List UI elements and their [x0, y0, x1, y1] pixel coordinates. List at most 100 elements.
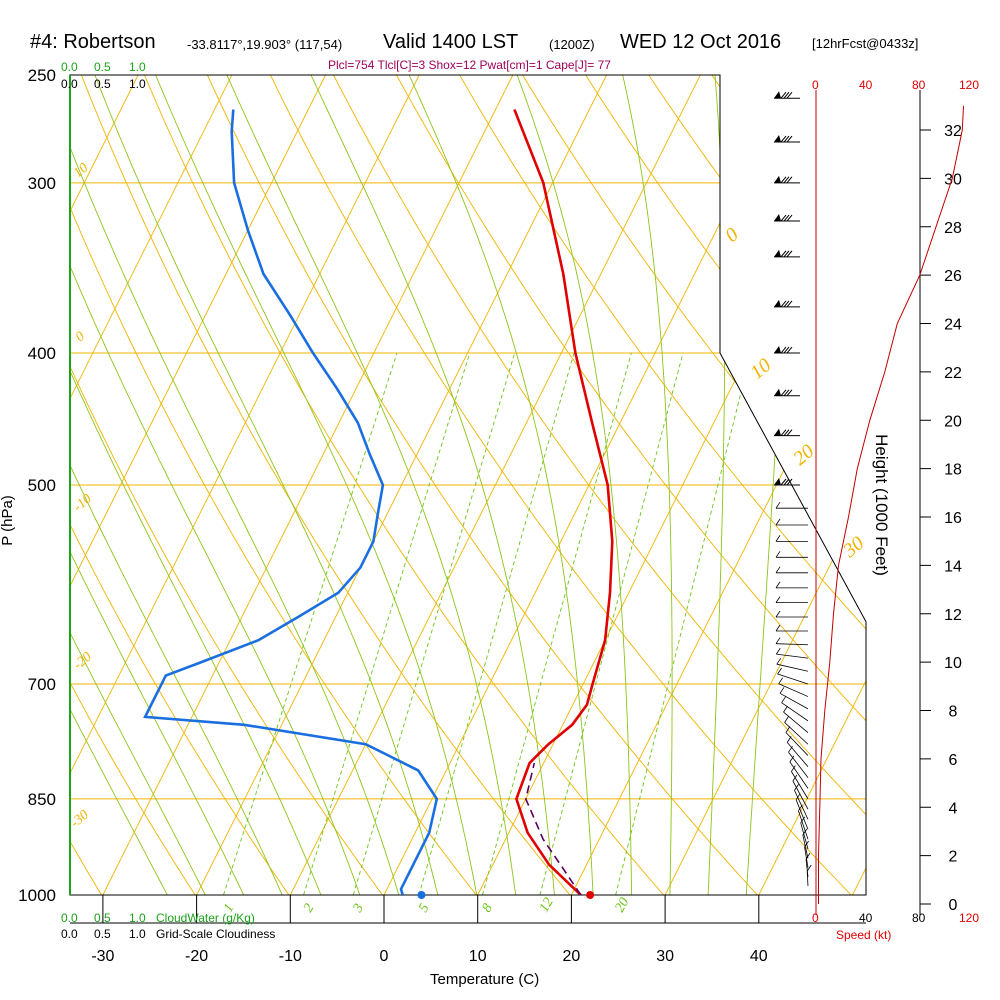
wind-barb-595 [775, 581, 809, 589]
height-axis-title: Height (1000 Feet) [871, 434, 891, 576]
temperature-profile [513, 109, 614, 895]
dry-adiabat-333 [320, 75, 866, 895]
dry-adiabat-263 [70, 75, 310, 895]
mixing-ratio-12 [539, 352, 684, 895]
moist-adiabat--4 [70, 75, 333, 895]
moist-adiabat-36 [706, 75, 725, 895]
dry-adiabat-label-4: -30 [68, 808, 92, 831]
p-tick-label-1000: 1000 [18, 886, 56, 905]
moist-adiabat-28 [516, 75, 633, 895]
dry-adiabat-423 [882, 51, 1000, 924]
mixing-ratio-label-5: 5 [416, 901, 432, 915]
dry-adiabat-label-0: 10 [71, 161, 91, 181]
cloudwater-tick-bottom-1: 0.5 [94, 911, 111, 925]
valid-time: Valid 1400 LST [383, 31, 519, 53]
mixing-ratio-label-3: 3 [350, 901, 367, 915]
dry-adiabat-283 [70, 75, 500, 895]
wind-barb-670 [775, 647, 809, 659]
dry-adiabat-273 [70, 75, 405, 895]
wind-barb-550 [775, 535, 809, 542]
cloudwater-tick-bottom-0: 0.0 [61, 911, 78, 925]
dry-adiabat-label-8: 30 [838, 532, 868, 562]
wind-barb-925 [800, 816, 809, 849]
speed-tick-top-0: 0 [812, 78, 819, 92]
height-tick-label-6: 6 [949, 752, 958, 769]
wind-barb-565 [775, 551, 809, 558]
wind-barb-430 [774, 388, 800, 397]
isotherm-40 [758, 75, 866, 895]
wind-barb-805 [786, 736, 809, 767]
dry-adiabat-label-6: 10 [746, 354, 775, 384]
wind-barb-985 [806, 864, 812, 887]
wind-speed-profile [818, 105, 964, 904]
moist-adiabat--8 [70, 75, 296, 895]
dry-adiabat-293 [71, 75, 595, 895]
speed-tick-bottom-1: 40 [859, 911, 873, 925]
p-tick-label-300: 300 [28, 174, 56, 193]
wind-barb-655 [775, 637, 809, 646]
wind-barb-625 [775, 610, 809, 618]
wind-barb-775 [784, 716, 809, 745]
wind-barb-895 [795, 793, 809, 830]
speed-tick-top-3: 120 [959, 78, 980, 92]
station-coords: -33.8117°,19.903° (117,54) [187, 37, 343, 52]
moist-adiabat-24 [408, 75, 595, 895]
wind-barb-970 [805, 852, 811, 878]
height-tick-label-8: 8 [949, 704, 958, 721]
mixing-ratio-1 [223, 352, 398, 895]
cloudwater-label: CloudWater (g/Kg) [156, 911, 255, 925]
dry-adiabat-243 [70, 75, 120, 895]
station-title: #4: Robertson [30, 31, 156, 53]
wind-barb-300 [774, 175, 800, 184]
height-tick-label-30: 30 [944, 171, 962, 188]
cloudwater-tick-top-1: 0.5 [94, 60, 111, 74]
moist-adiabat-40 [743, 75, 793, 895]
x-tick-label-20: 20 [563, 948, 581, 965]
diagram-frame [69, 74, 867, 896]
wind-barb-865 [792, 774, 809, 810]
wind-barb-340 [774, 249, 800, 258]
height-tick-label-20: 20 [944, 413, 962, 430]
wind-barb-520 [775, 501, 809, 509]
mixing-ratio-3 [352, 352, 516, 895]
isotherm--60 [70, 75, 233, 895]
cloudiness-tick-bottom-0: 0.0 [61, 927, 78, 941]
mixing-ratio-5 [418, 352, 575, 895]
moist-adiabat-8 [94, 75, 445, 895]
sounding-profiles [143, 109, 614, 895]
cloudiness-tick-bottom-2: 1.0 [129, 927, 146, 941]
wind-barb-835 [789, 755, 809, 789]
wind-barb-850 [791, 765, 809, 800]
cloudiness-tick-bottom-1: 0.5 [94, 927, 111, 941]
isotherm--50 [70, 75, 326, 895]
moist-adiabat--20 [70, 75, 183, 895]
mixing-ratio-label-8: 8 [480, 901, 496, 915]
cloudwater-tick-bottom-2: 1.0 [129, 911, 146, 925]
surface-temperature-marker [586, 891, 595, 899]
speed-tick-top-2: 80 [912, 78, 926, 92]
height-tick-label-10: 10 [944, 655, 962, 672]
wind-barb-955 [804, 840, 809, 868]
cloudwater-tick-top-0: 0.0 [61, 60, 78, 74]
cloudiness-tick-top-2: 1.0 [129, 77, 146, 91]
wind-barb-715 [778, 677, 809, 697]
moist-adiabat--12 [70, 75, 258, 895]
x-tick-label--30: -30 [91, 948, 114, 965]
wind-barb-790 [785, 726, 809, 756]
speed-tick-bottom-2: 80 [912, 911, 926, 925]
parcel-profile [524, 762, 582, 895]
dry-adiabat-343 [383, 75, 866, 895]
dry-adiabat-353 [445, 75, 866, 895]
wind-barb-535 [775, 518, 809, 526]
mixing-ratio-label-12: 12 [537, 895, 557, 915]
isotherm--20 [196, 75, 608, 895]
diagram-grid [70, 51, 1000, 924]
surface-dewpoint-marker [417, 891, 426, 899]
sounding-indices: Plcl=754 Tlcl[C]=3 Shox=12 Pwat[cm]=1 Ca… [328, 58, 611, 72]
speed-tick-bottom-3: 120 [959, 911, 980, 925]
cloudiness-tick-top-0: 0.0 [61, 77, 78, 91]
speed-tick-top-1: 40 [859, 78, 873, 92]
valid-utc: (1200Z) [549, 37, 595, 52]
